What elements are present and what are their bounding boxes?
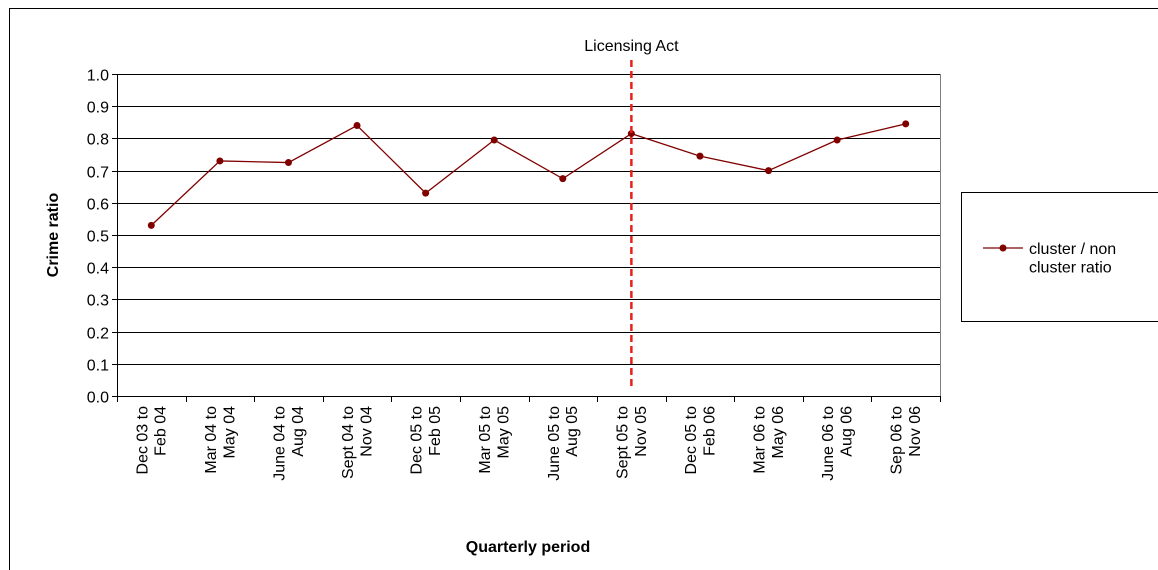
x-tick-label: June 04 toAug 04	[271, 406, 306, 481]
data-point	[147, 221, 155, 229]
y-tick-label: 0.7	[87, 165, 109, 182]
x-tick-label: Mar 04 toMay 04	[203, 406, 238, 474]
x-tick-label: Dec 05 toFeb 06	[683, 406, 718, 475]
series-line	[150, 123, 906, 226]
y-axis-title: Crime ratio	[45, 193, 62, 278]
y-tick-label: 0.1	[87, 358, 109, 375]
x-axis-title: Quarterly period	[466, 539, 590, 556]
y-tick-label: 0.2	[87, 326, 109, 343]
data-point	[422, 189, 430, 197]
x-tick-label: Sept 05 toNov 05	[614, 406, 649, 479]
data-point	[902, 120, 910, 128]
data-point	[490, 136, 498, 144]
y-tick-label: 0.9	[87, 100, 109, 117]
x-tick-label: Mar 05 toMay 05	[477, 406, 512, 474]
y-tick-label: 0.4	[87, 261, 109, 278]
data-point	[833, 136, 841, 144]
x-tick-label: Sep 06 toNov 06	[889, 406, 924, 475]
data-point	[559, 175, 567, 183]
x-tick-label: Sept 04 toNov 04	[340, 406, 375, 479]
y-tick-label: 0.3	[87, 293, 109, 310]
x-tick-label: Dec 05 toFeb 05	[409, 406, 444, 475]
legend-label: cluster / non cluster ratio	[1029, 241, 1116, 276]
data-point	[765, 167, 773, 175]
data-point	[284, 159, 292, 167]
y-tick-label: 0.8	[87, 132, 109, 149]
legend-marker	[999, 244, 1007, 252]
data-point	[627, 130, 635, 138]
y-tick-label: 0.0	[87, 390, 109, 407]
x-tick-label: June 05 toAug 05	[546, 406, 581, 481]
annotation-text: Licensing Act	[584, 38, 679, 55]
legend-box	[961, 192, 1158, 322]
data-point	[353, 122, 361, 130]
x-tick-label: June 06 toAug 06	[820, 406, 855, 481]
y-tick-label: 0.5	[87, 229, 109, 246]
data-point	[696, 152, 704, 160]
y-tick-label: 1.0	[87, 68, 109, 85]
y-tick-label: 0.6	[87, 197, 109, 214]
x-tick-label: Dec 03 toFeb 04	[134, 406, 169, 475]
data-point	[216, 157, 224, 165]
x-tick-label: Mar 06 toMay 06	[752, 406, 787, 474]
